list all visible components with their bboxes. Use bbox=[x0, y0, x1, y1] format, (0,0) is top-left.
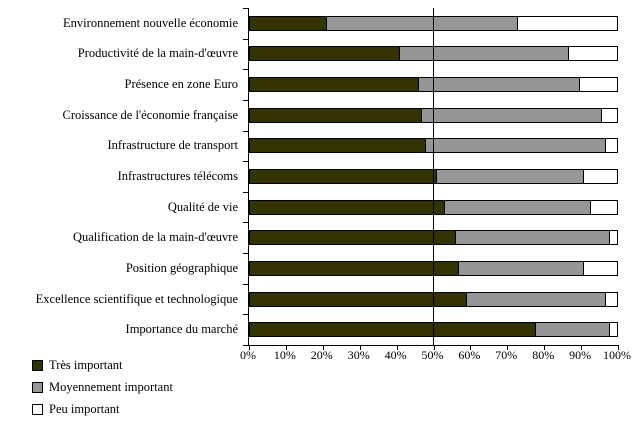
legend: Très important Moyennement important Peu i… bbox=[32, 354, 173, 420]
bar-segment-moyennement-important bbox=[459, 261, 584, 275]
category-label: Importance du marché bbox=[125, 322, 238, 337]
category-label: Infrastructures télécoms bbox=[117, 168, 238, 183]
category-label: Croissance de l'économie française bbox=[62, 107, 238, 122]
bar-segment-peu-important bbox=[591, 200, 617, 214]
value-axis-tick-label: 0% bbox=[240, 348, 256, 362]
bar-segment-peu-important bbox=[602, 108, 617, 122]
category-label: Position géographique bbox=[125, 260, 238, 275]
bar-segment-peu-important bbox=[605, 292, 617, 306]
bar-segment-tres-important bbox=[250, 323, 537, 337]
bar-segment-moyennement-important bbox=[455, 231, 610, 245]
category-axis-tick bbox=[243, 314, 249, 316]
bar-segment-tres-important bbox=[250, 200, 445, 214]
bar-segment-tres-important bbox=[250, 16, 328, 30]
legend-item: Très important bbox=[32, 354, 173, 376]
bar-segment-moyennement-important bbox=[327, 16, 518, 30]
category-label: Environnement nouvelle économie bbox=[63, 15, 238, 30]
value-axis-tick-label: 40% bbox=[384, 348, 407, 362]
value-axis-tick-label: 30% bbox=[347, 348, 370, 362]
bar-segment-tres-important bbox=[250, 139, 427, 153]
value-axis-tick-label: 10% bbox=[273, 348, 296, 362]
category-axis-tick bbox=[243, 253, 249, 255]
category-label: Excellence scientifique et technologique bbox=[35, 291, 238, 306]
value-axis-tick bbox=[285, 345, 287, 350]
category-label: Qualité de vie bbox=[167, 199, 238, 214]
value-axis-tick bbox=[359, 345, 361, 350]
category-label: Productivité de la main-d'œuvre bbox=[77, 46, 238, 61]
legend-swatch bbox=[32, 381, 43, 393]
bar-segment-moyennement-important bbox=[536, 323, 610, 337]
bar-segment-moyennement-important bbox=[466, 292, 606, 306]
bar-segment-tres-important bbox=[250, 108, 423, 122]
bar-segment-peu-important bbox=[517, 16, 617, 30]
category-label: Qualification de la main-d'œuvre bbox=[72, 230, 238, 245]
category-axis-tick bbox=[243, 69, 249, 71]
legend-swatch bbox=[32, 403, 43, 415]
bar-segment-moyennement-important bbox=[426, 139, 606, 153]
bar-segment-peu-important bbox=[583, 261, 617, 275]
bar-segment-tres-important bbox=[250, 231, 456, 245]
value-axis-tick-label: 90% bbox=[569, 348, 592, 362]
value-axis-tick-label: 80% bbox=[532, 348, 555, 362]
bar-segment-moyennement-important bbox=[437, 170, 584, 183]
category-axis-tick bbox=[243, 283, 249, 285]
value-axis-tick bbox=[470, 345, 472, 350]
value-axis-tick bbox=[249, 345, 250, 350]
category-axis-tick bbox=[243, 38, 249, 40]
value-axis-tick bbox=[581, 345, 583, 350]
legend-item: Peu important bbox=[32, 398, 173, 420]
category-axis-tick bbox=[243, 8, 249, 9]
value-axis-tick bbox=[396, 345, 398, 350]
bar-segment-peu-important bbox=[569, 47, 617, 61]
bar-segment-peu-important bbox=[580, 78, 617, 92]
legend-item: Moyennement important bbox=[32, 376, 173, 398]
bar-segment-tres-important bbox=[250, 261, 460, 275]
value-axis-tick-label: 60% bbox=[458, 348, 481, 362]
category-axis-tick bbox=[243, 99, 249, 101]
value-axis-tick-label: 100% bbox=[603, 348, 631, 362]
bar-segment-tres-important bbox=[250, 170, 438, 183]
legend-label: Très important bbox=[49, 357, 123, 372]
category-label: Infrastructure de transport bbox=[107, 138, 239, 153]
bar-segment-tres-important bbox=[250, 78, 419, 92]
legend-label: Peu important bbox=[49, 401, 120, 416]
value-axis-tick bbox=[507, 345, 509, 350]
bar-segment-moyennement-important bbox=[400, 47, 570, 61]
category-axis-tick bbox=[243, 345, 249, 346]
plot-area bbox=[243, 8, 619, 350]
value-axis-tick-label: 50% bbox=[421, 348, 444, 362]
category-axis-tick bbox=[243, 222, 249, 224]
category-axis-tick bbox=[243, 130, 249, 132]
value-axis-tick-label: 70% bbox=[495, 348, 518, 362]
bar-segment-moyennement-important bbox=[422, 108, 603, 122]
value-axis-tick-label: 20% bbox=[310, 348, 333, 362]
value-axis-tick bbox=[322, 345, 324, 350]
value-axis-tick bbox=[618, 345, 619, 350]
bar-segment-peu-important bbox=[609, 323, 617, 337]
category-axis-tick bbox=[243, 191, 249, 193]
legend-swatch bbox=[32, 359, 43, 371]
legend-label: Moyennement important bbox=[49, 379, 173, 394]
category-axis-tick bbox=[243, 161, 249, 163]
bar-segment-peu-important bbox=[609, 231, 617, 245]
value-axis-tick bbox=[544, 345, 546, 350]
bar-segment-moyennement-important bbox=[444, 200, 592, 214]
bar-segment-tres-important bbox=[250, 292, 467, 306]
bar-segment-peu-important bbox=[583, 170, 617, 183]
bar-segment-tres-important bbox=[250, 47, 401, 61]
reference-line-50pct bbox=[433, 8, 434, 345]
bar-segment-peu-important bbox=[605, 139, 617, 153]
bar-row bbox=[249, 138, 618, 154]
bar-segment-moyennement-important bbox=[418, 78, 581, 92]
category-label: Présence en zone Euro bbox=[124, 77, 239, 92]
bar-row bbox=[249, 77, 618, 93]
value-axis-tick bbox=[433, 345, 435, 350]
